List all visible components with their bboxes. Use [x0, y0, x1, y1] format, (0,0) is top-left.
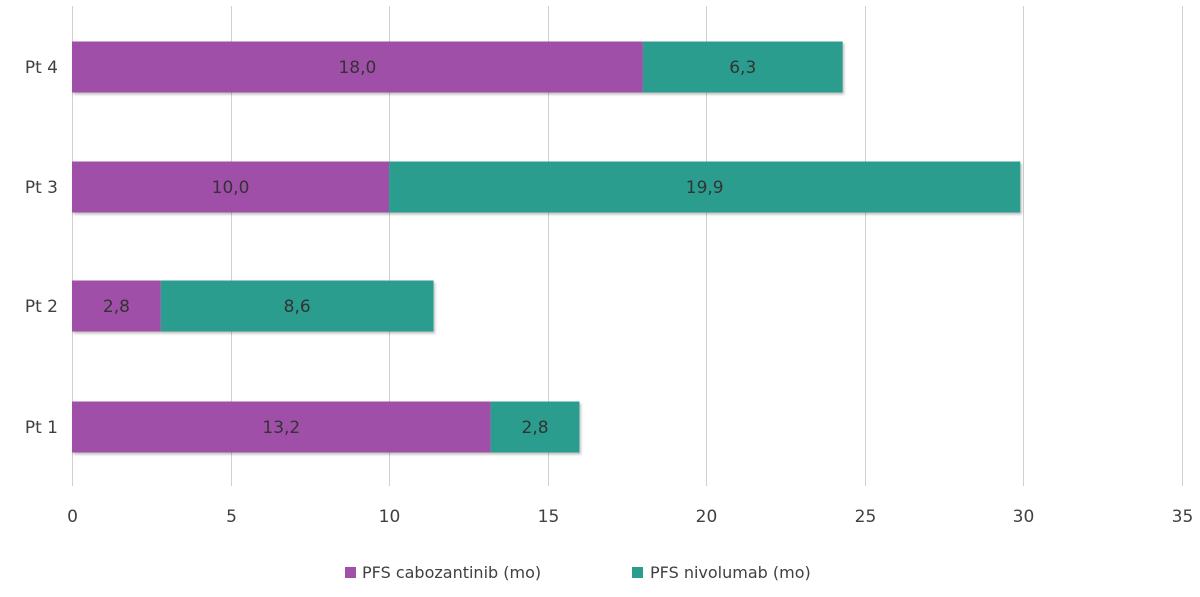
data-label: 13,2	[262, 418, 300, 438]
x-tick-label: 15	[538, 507, 560, 527]
legend-label: PFS nivolumab (mo)	[650, 563, 811, 582]
category-label: Pt 1	[25, 418, 58, 438]
x-tick-label: 20	[696, 507, 718, 527]
bar-segment-series-1	[72, 280, 161, 332]
axes: 0 5 10 15 20 25 30 35 Pt 1 Pt 2 Pt 3 Pt 4	[25, 58, 1193, 527]
legend: PFS cabozantinib (mo) PFS nivolumab (mo)	[345, 563, 811, 582]
bar-segment-series-1	[72, 161, 390, 213]
bars: 13,2 2,8 2,8 8,6 10,0 19,9 18,0 6,3	[72, 41, 1021, 453]
x-tick-label: 5	[226, 507, 237, 527]
bar-segment-series-1	[72, 401, 491, 453]
x-tick-label: 35	[1172, 507, 1194, 527]
bar-segment-series-2	[160, 280, 434, 332]
legend-label: PFS cabozantinib (mo)	[362, 563, 541, 582]
bar-group-pt-2	[72, 280, 434, 332]
bar-group-pt-4	[72, 41, 843, 93]
x-tick-label: 0	[67, 507, 78, 527]
category-label: Pt 3	[25, 178, 58, 198]
category-label: Pt 4	[25, 58, 58, 78]
bar-segment-series-2	[642, 41, 843, 93]
x-tick-label: 10	[379, 507, 401, 527]
data-label: 18,0	[338, 58, 376, 78]
legend-swatch	[345, 567, 356, 578]
category-label: Pt 2	[25, 297, 58, 317]
bar-segment-series-1	[72, 41, 643, 93]
data-label: 2,8	[103, 297, 130, 317]
legend-swatch	[632, 567, 643, 578]
data-label: 10,0	[212, 178, 250, 198]
bar-segment-series-2	[389, 161, 1021, 213]
data-label: 2,8	[522, 418, 549, 438]
bar-group-pt-1	[72, 401, 580, 453]
bar-segment-series-2	[490, 401, 580, 453]
data-label: 19,9	[686, 178, 724, 198]
x-tick-label: 30	[1013, 507, 1035, 527]
data-label: 6,3	[729, 58, 756, 78]
data-label: 8,6	[284, 297, 311, 317]
bar-group-pt-3	[72, 161, 1021, 213]
x-tick-label: 25	[855, 507, 877, 527]
